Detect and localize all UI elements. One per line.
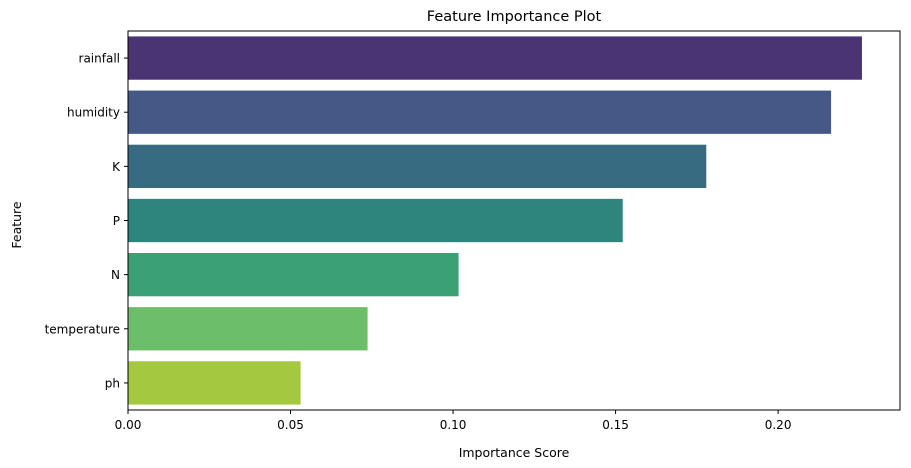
bar-rainfall <box>128 36 862 80</box>
x-tick-label: 0.20 <box>765 418 792 432</box>
x-tick-label: 0.15 <box>602 418 629 432</box>
y-tick-label-N: N <box>111 268 120 282</box>
y-tick-label-P: P <box>113 214 120 228</box>
y-axis-title: Feature <box>9 201 24 249</box>
plot-frame <box>127 30 901 411</box>
x-axis-ticks: 0.00 0.05 0.10 0.15 0.20 <box>115 410 792 432</box>
bar-K <box>128 144 707 189</box>
bar-temperature <box>128 307 368 351</box>
y-tick-label-K: K <box>112 160 121 174</box>
bar-humidity <box>128 90 832 134</box>
y-tick-label-rainfall: rainfall <box>79 52 120 66</box>
bar-N <box>128 252 459 297</box>
bar-P <box>128 198 623 243</box>
y-tick-label-ph: ph <box>105 376 120 390</box>
y-tick-label-temperature: temperature <box>45 322 120 336</box>
bar-ph <box>128 361 301 405</box>
x-axis-title: Importance Score <box>459 445 570 460</box>
chart-title: Feature Importance Plot <box>427 9 602 25</box>
x-tick-label: 0.05 <box>277 418 304 432</box>
bars-group <box>128 36 862 405</box>
x-tick-label: 0.10 <box>440 418 467 432</box>
x-tick-label: 0.00 <box>115 418 142 432</box>
y-tick-label-humidity: humidity <box>67 106 120 120</box>
